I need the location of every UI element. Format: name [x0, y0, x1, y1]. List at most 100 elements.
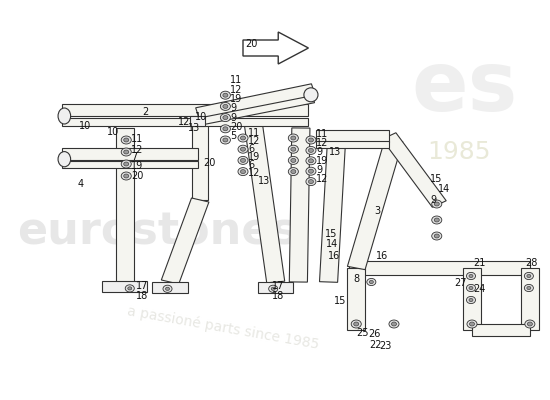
- Text: 19: 19: [248, 152, 260, 162]
- Circle shape: [221, 102, 230, 110]
- Polygon shape: [62, 161, 197, 168]
- Circle shape: [466, 296, 476, 304]
- Circle shape: [291, 147, 296, 151]
- Circle shape: [240, 170, 245, 174]
- Text: 16: 16: [328, 251, 340, 261]
- Polygon shape: [463, 268, 481, 330]
- Circle shape: [238, 134, 248, 142]
- Text: 5: 5: [230, 131, 236, 141]
- Polygon shape: [347, 268, 365, 330]
- Polygon shape: [316, 141, 389, 148]
- Circle shape: [221, 114, 230, 122]
- Text: 15: 15: [325, 229, 337, 239]
- Circle shape: [527, 274, 531, 278]
- Circle shape: [434, 202, 439, 206]
- Text: 13: 13: [328, 147, 341, 157]
- Circle shape: [432, 200, 442, 208]
- Polygon shape: [521, 268, 539, 330]
- Text: 12: 12: [178, 117, 190, 127]
- Circle shape: [469, 298, 473, 302]
- Circle shape: [223, 93, 228, 97]
- Text: 18: 18: [272, 291, 284, 301]
- Circle shape: [524, 272, 534, 280]
- Circle shape: [163, 285, 172, 292]
- Polygon shape: [196, 96, 315, 126]
- Circle shape: [469, 274, 473, 278]
- FancyBboxPatch shape: [102, 281, 147, 292]
- Text: 15: 15: [430, 174, 443, 184]
- Text: 24: 24: [474, 284, 486, 294]
- Polygon shape: [196, 84, 316, 120]
- Text: eurostones: eurostones: [17, 210, 298, 254]
- Circle shape: [221, 136, 230, 144]
- Circle shape: [469, 286, 473, 290]
- Text: 9: 9: [230, 103, 236, 113]
- FancyBboxPatch shape: [152, 282, 188, 293]
- Text: 4: 4: [78, 179, 84, 189]
- Circle shape: [291, 136, 296, 140]
- Circle shape: [128, 287, 132, 290]
- Text: 9: 9: [316, 147, 322, 157]
- Polygon shape: [161, 198, 209, 284]
- Circle shape: [434, 234, 439, 238]
- Circle shape: [268, 285, 278, 292]
- Text: 21: 21: [474, 258, 486, 268]
- Circle shape: [309, 159, 313, 163]
- FancyBboxPatch shape: [190, 116, 205, 126]
- Text: 9: 9: [431, 195, 437, 205]
- Circle shape: [288, 134, 298, 142]
- Circle shape: [392, 322, 397, 326]
- Circle shape: [306, 136, 316, 144]
- Circle shape: [306, 146, 316, 154]
- Circle shape: [306, 157, 316, 165]
- Text: 27: 27: [454, 278, 467, 288]
- Text: 12: 12: [248, 168, 260, 178]
- Circle shape: [367, 278, 376, 286]
- Text: 3: 3: [374, 206, 380, 216]
- FancyBboxPatch shape: [258, 282, 293, 293]
- Polygon shape: [62, 104, 309, 116]
- Polygon shape: [244, 121, 285, 283]
- Ellipse shape: [304, 88, 318, 102]
- Text: 28: 28: [525, 258, 537, 268]
- Circle shape: [527, 322, 532, 326]
- Circle shape: [467, 320, 477, 328]
- Text: 14: 14: [438, 184, 450, 194]
- Circle shape: [121, 172, 131, 180]
- Text: 7: 7: [131, 152, 138, 162]
- Circle shape: [432, 232, 442, 240]
- Circle shape: [240, 136, 245, 140]
- Text: 11: 11: [316, 129, 328, 139]
- Polygon shape: [316, 130, 389, 142]
- Circle shape: [389, 320, 399, 328]
- Text: 20: 20: [204, 158, 216, 168]
- Circle shape: [432, 216, 442, 224]
- Text: 6: 6: [248, 160, 254, 170]
- Text: 12: 12: [230, 85, 243, 95]
- Text: 11: 11: [131, 134, 144, 144]
- Text: 17: 17: [272, 281, 284, 291]
- Circle shape: [121, 136, 131, 144]
- Ellipse shape: [58, 108, 70, 124]
- Circle shape: [351, 320, 361, 328]
- Circle shape: [125, 285, 134, 292]
- Text: 6: 6: [248, 144, 254, 154]
- Circle shape: [309, 138, 313, 142]
- Polygon shape: [289, 128, 310, 282]
- Text: 20: 20: [131, 171, 144, 181]
- Circle shape: [525, 320, 535, 328]
- Circle shape: [223, 116, 228, 120]
- Circle shape: [309, 180, 313, 184]
- Text: 15: 15: [334, 296, 346, 306]
- Text: 26: 26: [368, 329, 380, 339]
- Circle shape: [309, 169, 313, 173]
- Text: a passioné parts since 1985: a passioné parts since 1985: [126, 304, 320, 352]
- Text: 12: 12: [131, 145, 144, 155]
- Text: 12: 12: [248, 136, 260, 146]
- Text: 13: 13: [188, 123, 200, 133]
- Circle shape: [166, 287, 169, 290]
- Text: 25: 25: [356, 328, 369, 338]
- Circle shape: [221, 91, 230, 99]
- Circle shape: [309, 148, 313, 152]
- Circle shape: [271, 287, 275, 290]
